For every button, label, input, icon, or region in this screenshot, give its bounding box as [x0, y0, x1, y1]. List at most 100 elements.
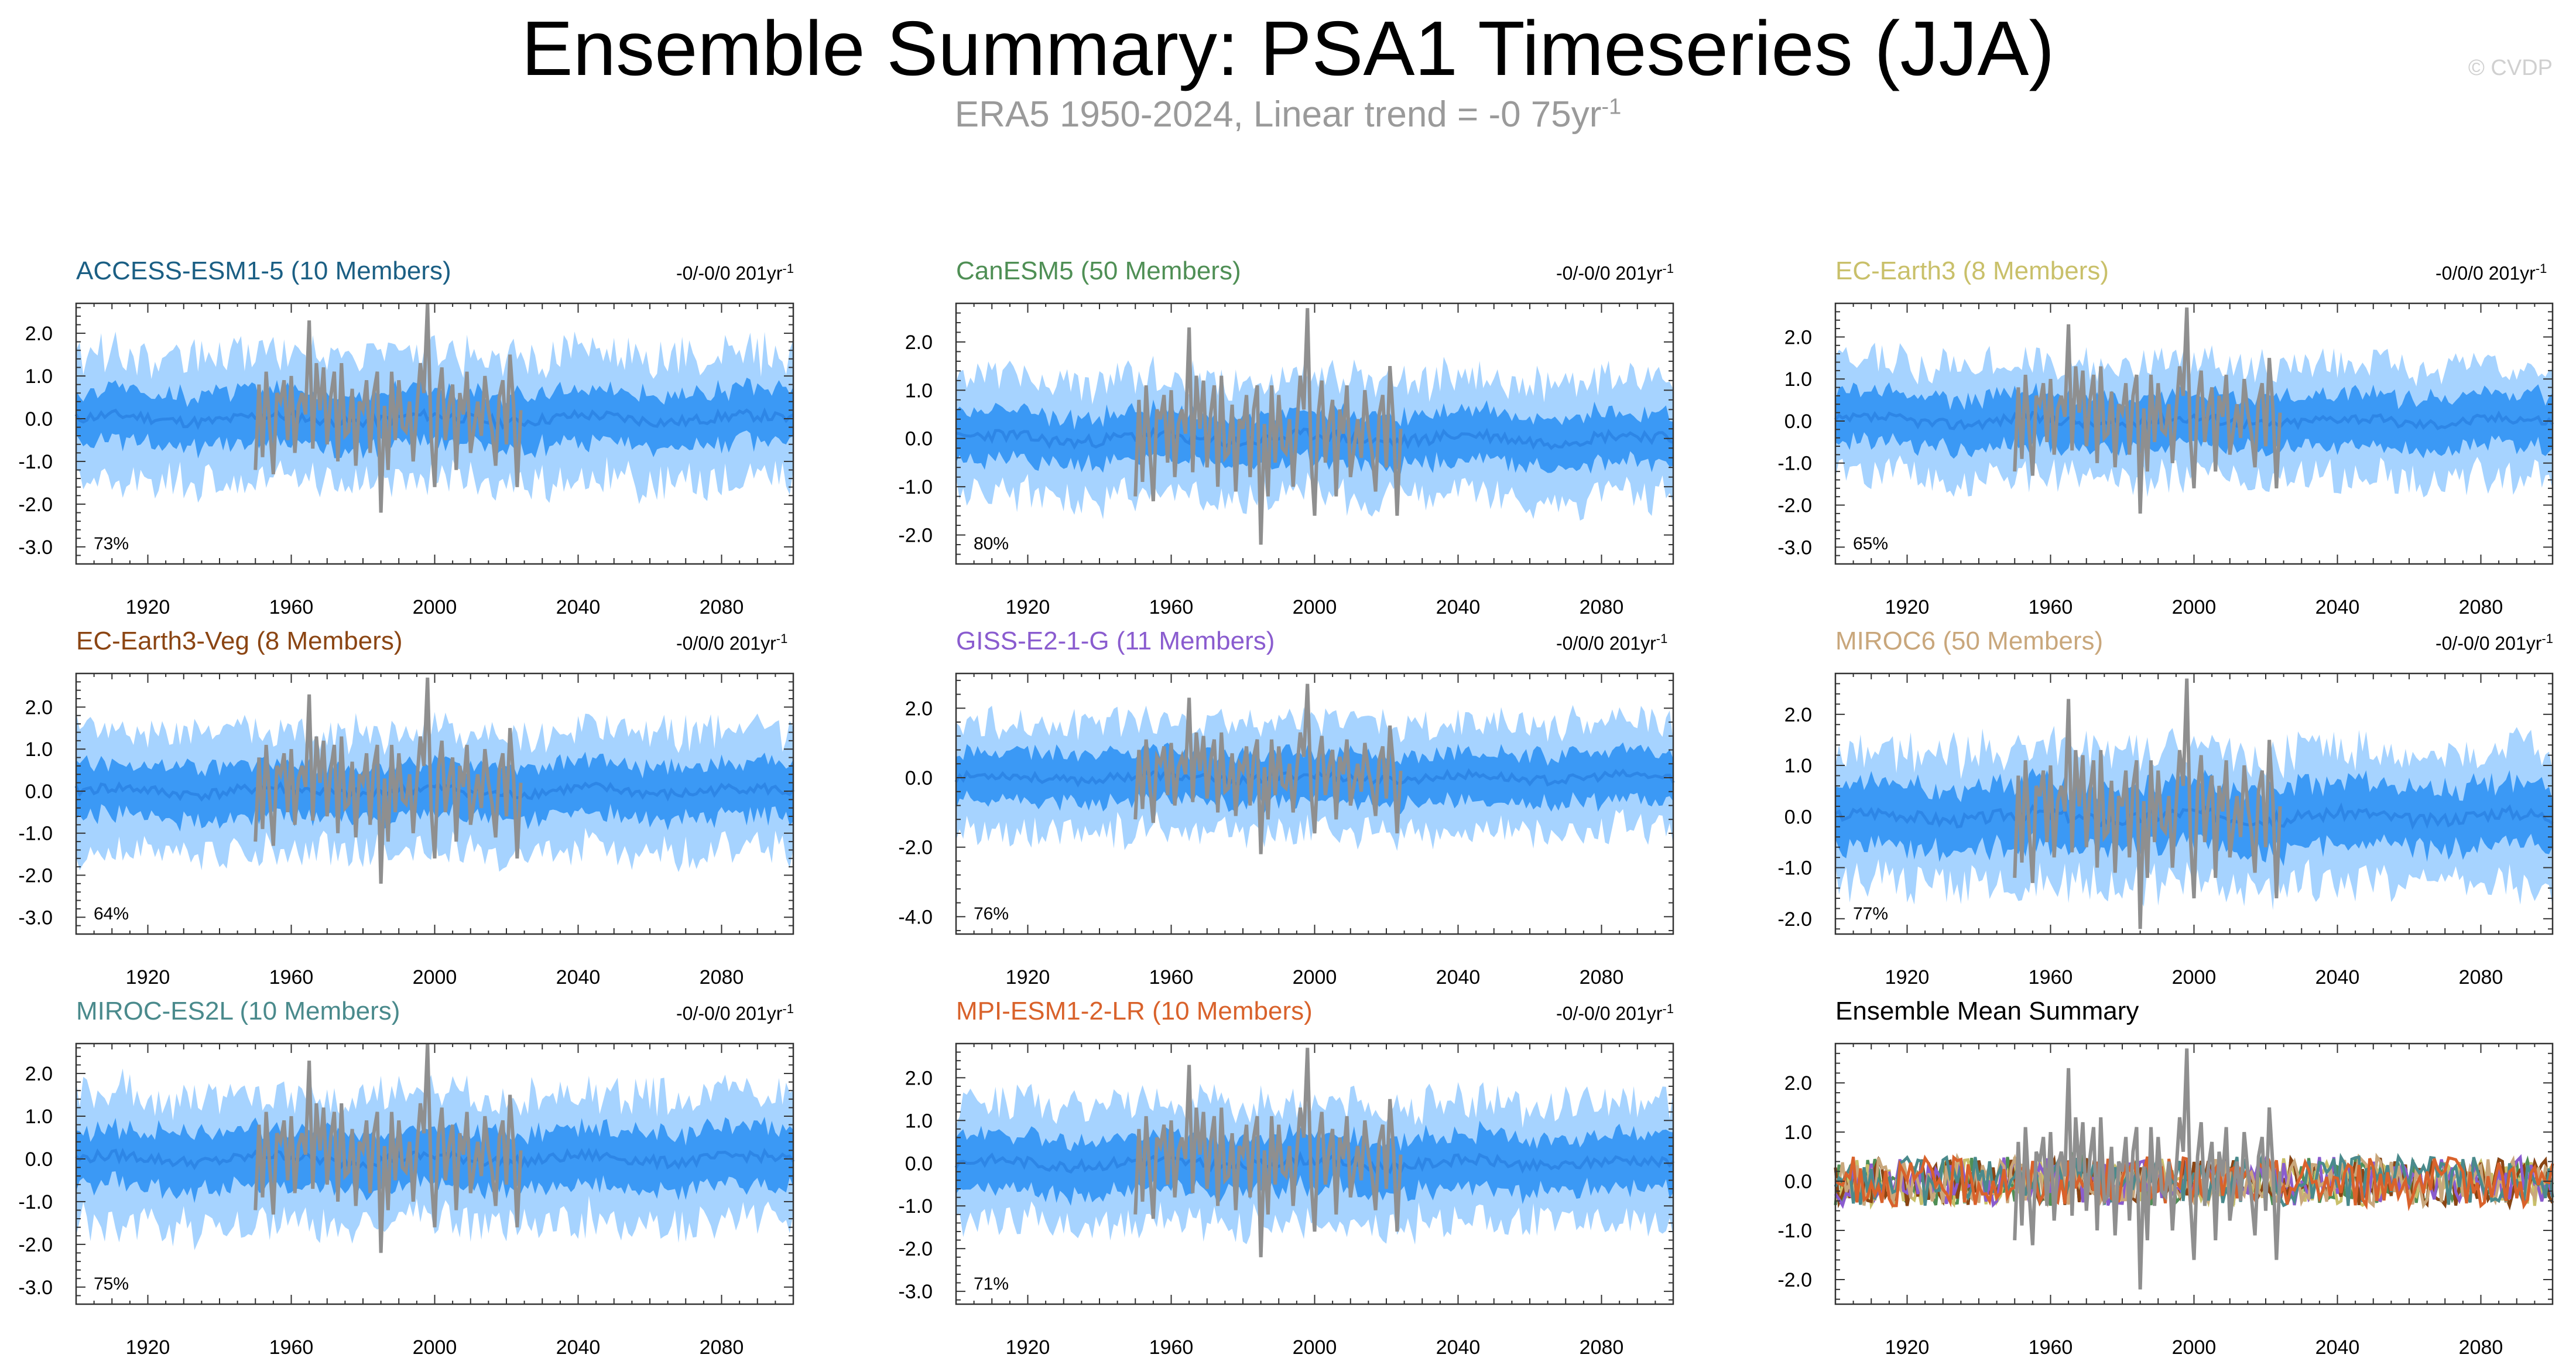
- inner-spread-band: [1835, 382, 2553, 459]
- panel-ec-earth3-veg: 1920 1960 2000 2040 2080 -3.0 -2.0 -1.0 0.0 1.0 2.…: [18, 672, 794, 989]
- y-tick-label: -1.0: [898, 476, 933, 498]
- y-tick-label: 0.0: [905, 1152, 933, 1175]
- percent-label: 75%: [94, 1274, 129, 1294]
- x-tick-label: 1960: [1149, 596, 1194, 618]
- x-tick-label: 1960: [2029, 966, 2073, 989]
- x-tick-label: 1920: [126, 1336, 170, 1359]
- x-tick-label: 2040: [2315, 596, 2360, 618]
- panel-title: ACCESS-ESM1-5 (10 Members): [76, 256, 451, 285]
- y-tick-label: -2.0: [1777, 908, 1812, 931]
- y-tick-label: 2.0: [1784, 1072, 1812, 1095]
- x-tick-label: 2040: [1436, 596, 1481, 618]
- panel-title: EC-Earth3-Veg (8 Members): [76, 627, 403, 655]
- inner-spread-band: [76, 377, 793, 459]
- x-tick-label: 1920: [1885, 1336, 1930, 1359]
- y-tick-label: 1.0: [1784, 368, 1812, 391]
- ensemble-mean-line: [75, 1147, 795, 1171]
- y-tick-label: 2.0: [25, 696, 53, 719]
- y-tick-label: -3.0: [898, 1281, 933, 1303]
- x-tick-label: 2080: [700, 596, 744, 618]
- y-tick-label: -2.0: [898, 525, 933, 547]
- y-tick-label: -2.0: [898, 1238, 933, 1260]
- x-tick-label: 2040: [556, 596, 601, 618]
- panel-ec-earth3: 1920 1960 2000 2040 2080 -3.0 -2.0 -1.0 0.0 1.0 2.…: [1777, 302, 2554, 618]
- panel-trend-superscript: -1: [1656, 631, 1668, 646]
- y-tick-label: 2.0: [1784, 326, 1812, 348]
- y-tick-label: -1.0: [1777, 1220, 1812, 1242]
- series-line-ec-earth3-veg: [1834, 1152, 2554, 1211]
- panel-trend: -0/-0/0 201yr-1: [1556, 1001, 1674, 1025]
- panel-trend: -0/0/0 201yr-1: [676, 631, 787, 655]
- y-tick-label: 1.0: [25, 738, 53, 761]
- panel-trend-text: -0/0/0 201yr: [2435, 262, 2536, 284]
- observations-line: [1133, 1048, 1403, 1257]
- panel-title: MPI-ESM1-2-LR (10 Members): [956, 997, 1313, 1025]
- ensemble-mean-line: [74, 407, 794, 430]
- y-tick-label: 0.0: [1784, 411, 1812, 433]
- panel-trend-superscript: -1: [2541, 631, 2553, 646]
- panel-canesm5: 1920 1960 2000 2040 2080 -2.0 -1.0 0.0 1.0 2.0 80%: [898, 302, 1674, 618]
- y-tick-label: 2.0: [905, 697, 933, 720]
- percent-label: 80%: [974, 534, 1009, 553]
- y-tick-label: 1.0: [1784, 1121, 1812, 1144]
- x-tick-label: 1920: [1006, 1336, 1050, 1359]
- percent-label: 71%: [974, 1274, 1009, 1294]
- y-tick-label: 1.0: [905, 1110, 933, 1132]
- x-tick-label: 1920: [1006, 966, 1050, 989]
- observations-line: [254, 1043, 523, 1253]
- y-tick-label: -1.0: [18, 451, 53, 473]
- panel-trend-text: -0/0/0 201yr: [676, 632, 776, 654]
- x-tick-label: 2000: [2172, 596, 2217, 618]
- panel-access-esm1-5: 1920 1960 2000 2040 2080 -3.0 -2.0 -1.0 0.0 1.0 2.…: [18, 302, 794, 618]
- panel-trend-superscript: -1: [2535, 261, 2547, 276]
- y-tick-label: -2.0: [898, 837, 933, 859]
- x-tick-label: 2000: [2172, 1336, 2217, 1359]
- y-tick-label: 1.0: [25, 365, 53, 388]
- x-tick-label: 2000: [2172, 966, 2217, 989]
- x-tick-label: 2080: [700, 1336, 744, 1359]
- inner-spread-band: [76, 751, 793, 832]
- page-subtitle: ERA5 1950-2024, Linear trend = -0 75yr-1: [0, 94, 2576, 135]
- y-tick-label: 0.0: [25, 781, 53, 803]
- panel-trend: -0/0/0 201yr-1: [2435, 261, 2547, 285]
- x-tick-label: 1960: [2029, 596, 2073, 618]
- panel-trend: -0/0/0 201yr-1: [1556, 631, 1667, 655]
- x-tick-label: 2000: [1293, 966, 1337, 989]
- x-tick-label: 2080: [700, 966, 744, 989]
- x-tick-label: 2040: [556, 1336, 601, 1359]
- y-tick-label: -1.0: [898, 1195, 933, 1217]
- x-tick-label: 1960: [269, 596, 314, 618]
- panel-title: CanESM5 (50 Members): [956, 256, 1241, 285]
- y-tick-label: -2.0: [18, 865, 53, 887]
- x-tick-label: 1920: [126, 596, 170, 618]
- observations-line: [2013, 678, 2282, 929]
- x-tick-label: 2040: [556, 966, 601, 989]
- panel-trend-superscript: -1: [1662, 261, 1674, 276]
- x-tick-label: 1960: [1149, 966, 1194, 989]
- subtitle-text: ERA5 1950-2024, Linear trend = -0 75yr: [954, 94, 1602, 135]
- observations-line: [1133, 683, 1403, 854]
- y-tick-label: 0.0: [905, 767, 933, 789]
- y-tick-label: -1.0: [1777, 453, 1812, 475]
- x-tick-label: 1960: [1149, 1336, 1194, 1359]
- x-tick-label: 2080: [1580, 596, 1624, 618]
- y-tick-label: 0.0: [1784, 1171, 1812, 1193]
- observations-line: [1133, 308, 1403, 545]
- x-tick-label: 1960: [2029, 1336, 2073, 1359]
- ensemble-mean-line: [954, 1151, 1674, 1175]
- series-line-miroc-es2l: [1834, 1152, 2554, 1208]
- x-tick-label: 1920: [126, 966, 170, 989]
- x-tick-label: 2040: [2315, 1336, 2360, 1359]
- page-title: Ensemble Summary: PSA1 Timeseries (JJA): [521, 5, 2055, 91]
- y-tick-label: -2.0: [18, 1234, 53, 1256]
- x-tick-label: 2000: [1293, 596, 1337, 618]
- ensemble-mean-line: [954, 768, 1675, 788]
- panel-title: GISS-E2-1-G (11 Members): [956, 627, 1275, 655]
- x-tick-label: 2000: [413, 596, 457, 618]
- x-tick-label: 1920: [1006, 596, 1050, 618]
- x-tick-label: 1920: [1885, 596, 1930, 618]
- y-tick-label: 2.0: [905, 331, 933, 354]
- ensemble-mean-line: [1834, 802, 2554, 830]
- y-tick-label: 2.0: [1784, 704, 1812, 726]
- y-tick-label: -3.0: [18, 536, 53, 559]
